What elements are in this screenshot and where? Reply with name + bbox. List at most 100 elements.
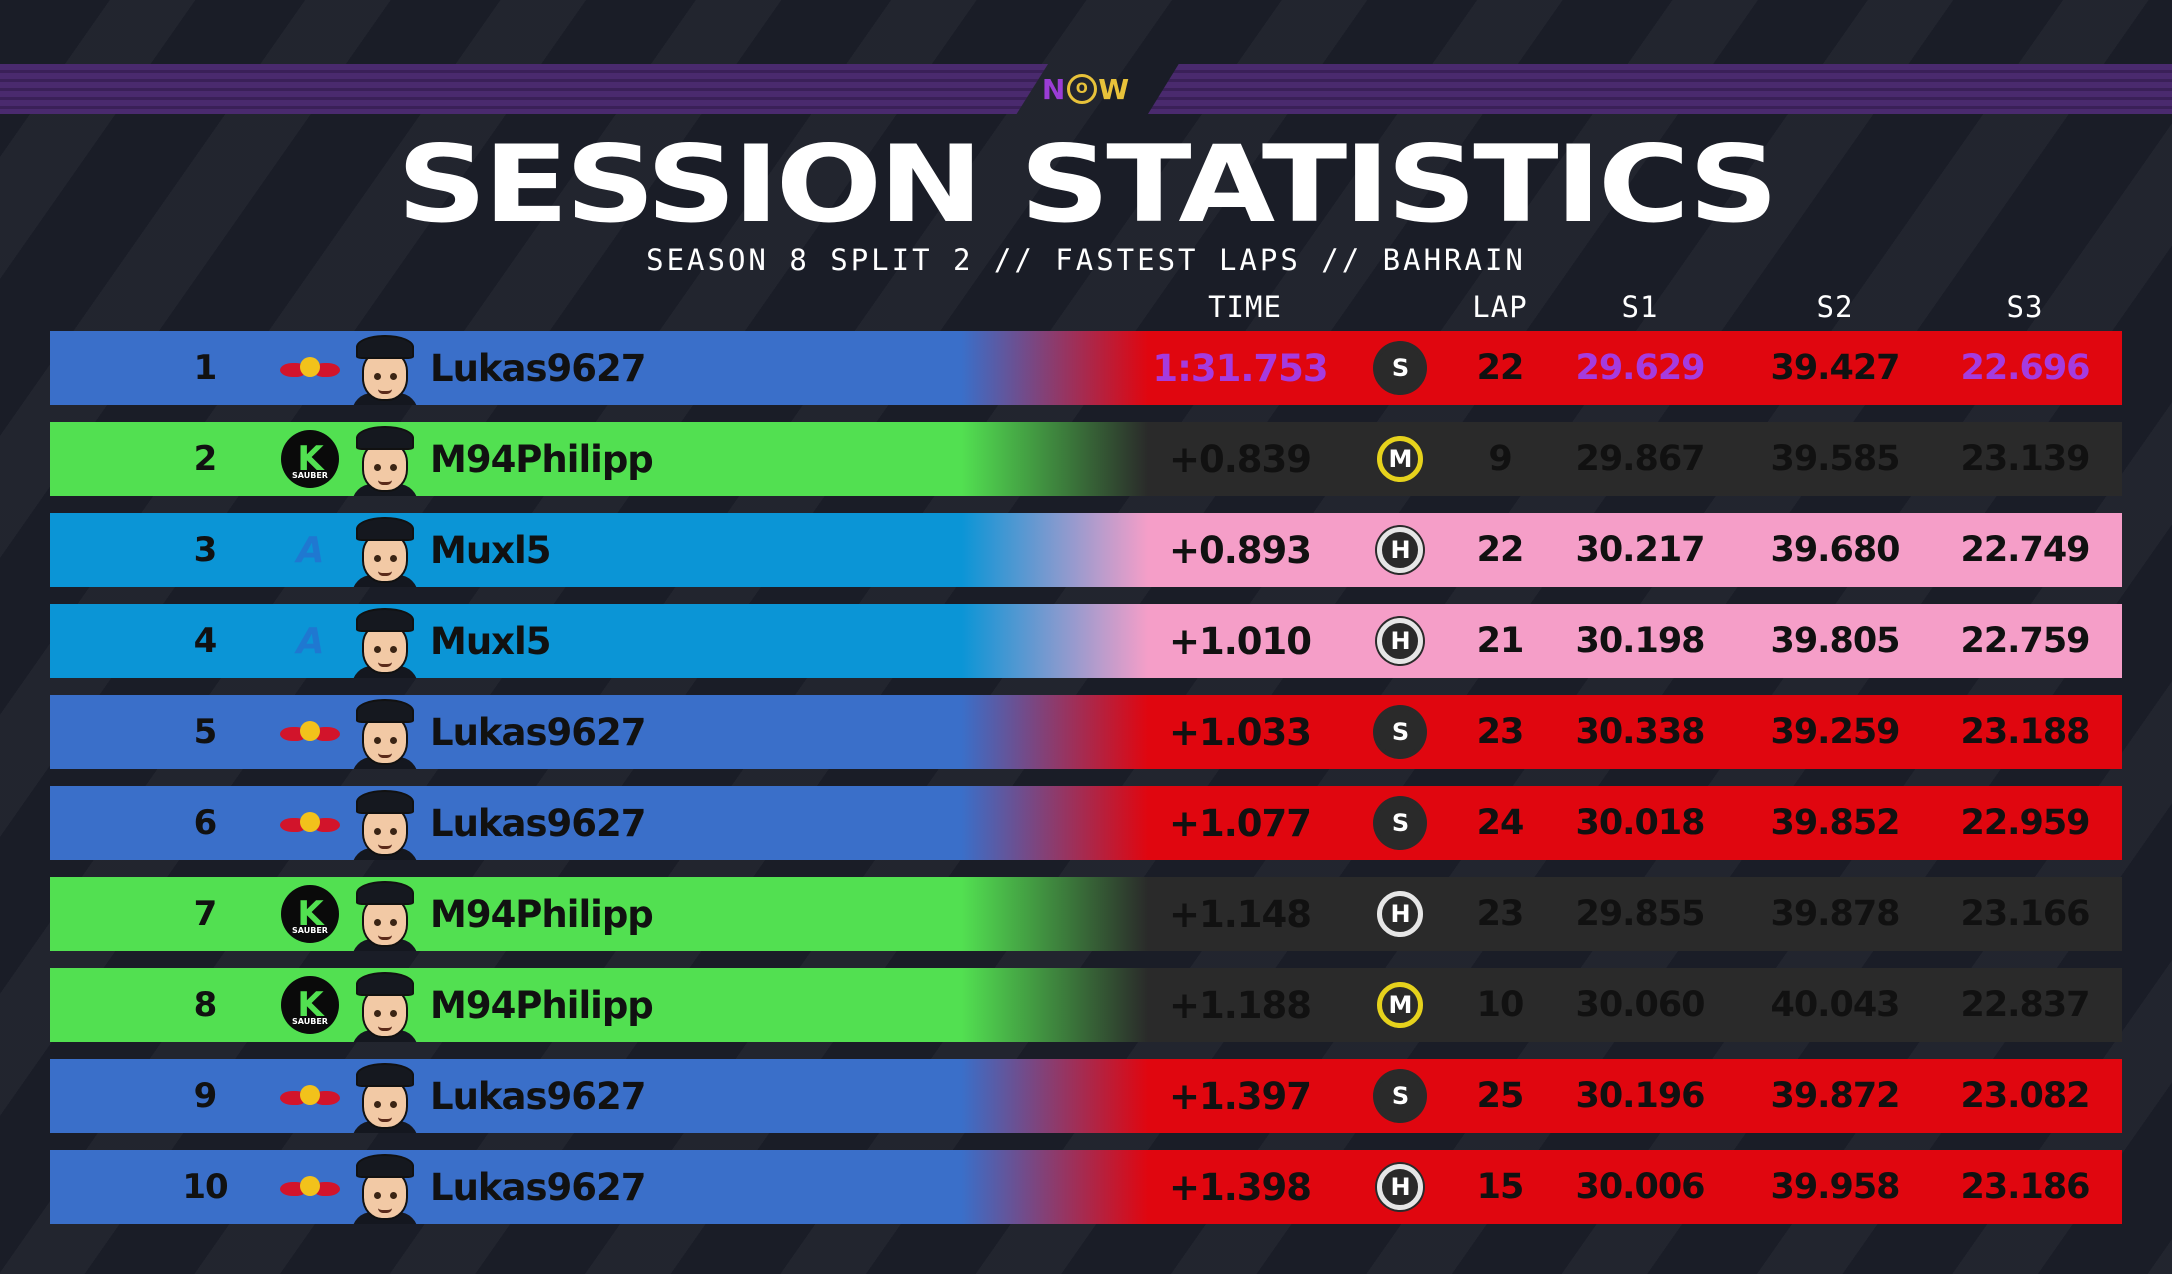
position-number: 10	[182, 1167, 228, 1207]
tyre-badge: M	[1377, 436, 1423, 482]
driver-avatar	[320, 695, 450, 769]
red-bull-logo	[250, 331, 370, 405]
kick-sauber-logo: K SAUBER	[250, 968, 370, 1042]
tyre-badge: H	[1377, 891, 1423, 937]
driver-name: Muxl5	[430, 528, 551, 572]
sector-1-time: 29.629	[1575, 348, 1705, 388]
sector-3-time: 22.759	[1960, 621, 2090, 661]
table-row: 4 A Muxl5 +1.010 H 21 30.198 39.805 22.759	[50, 604, 2122, 678]
sector-2-time: 39.958	[1770, 1167, 1900, 1207]
driver-avatar	[320, 1059, 450, 1133]
red-bull-logo	[250, 786, 370, 860]
sector-2-time: 39.427	[1770, 348, 1900, 388]
kick-sauber-logo: K SAUBER	[250, 422, 370, 496]
red-bull-logo	[250, 695, 370, 769]
lap-time: +1.398	[1168, 1165, 1312, 1209]
table-row: 3 A Muxl5 +0.893 H 22 30.217 39.680 22.749	[50, 513, 2122, 587]
lap-number: 15	[1476, 1167, 1525, 1207]
sector-2-time: 39.872	[1770, 1076, 1900, 1116]
tyre-compound-icon: M	[1360, 968, 1440, 1042]
position-number: 2	[193, 439, 218, 479]
position-number: 7	[193, 894, 218, 934]
sector-1-time: 30.018	[1575, 803, 1705, 843]
sector-2-time: 39.805	[1770, 621, 1900, 661]
driver-avatar	[320, 968, 450, 1042]
lap-number: 10	[1476, 985, 1525, 1025]
sector-3-time: 22.959	[1960, 803, 2090, 843]
lap-time: +0.893	[1168, 528, 1312, 572]
driver-avatar	[320, 513, 450, 587]
lap-number: 24	[1476, 803, 1525, 843]
tyre-compound-icon: M	[1360, 422, 1440, 496]
kick-sauber-logo: K SAUBER	[250, 877, 370, 951]
position-number: 1	[193, 348, 218, 388]
sector-3-time: 23.139	[1960, 439, 2090, 479]
tyre-badge: S	[1377, 709, 1423, 755]
column-header-s2: S2	[1816, 290, 1854, 324]
sector-3-time: 22.696	[1960, 348, 2090, 388]
logo-letter-w: W	[1098, 72, 1131, 106]
lap-number: 22	[1476, 530, 1525, 570]
sector-3-time: 23.186	[1960, 1167, 2090, 1207]
tyre-badge: H	[1377, 527, 1423, 573]
lap-number: 9	[1488, 439, 1512, 479]
lap-number: 25	[1476, 1076, 1525, 1116]
sector-3-time: 23.166	[1960, 894, 2090, 934]
column-header-s1: S1	[1621, 290, 1659, 324]
tyre-compound-icon: H	[1360, 877, 1440, 951]
position-number: 9	[193, 1076, 218, 1116]
sector-3-time: 23.082	[1960, 1076, 2090, 1116]
lap-time: +1.077	[1168, 801, 1312, 845]
sector-1-time: 30.060	[1575, 985, 1705, 1025]
driver-name: M94Philipp	[430, 983, 654, 1027]
tyre-compound-icon: H	[1360, 604, 1440, 678]
driver-name: M94Philipp	[430, 892, 654, 936]
sector-2-time: 39.852	[1770, 803, 1900, 843]
lap-number: 23	[1476, 712, 1525, 752]
tyre-compound-icon: H	[1360, 1150, 1440, 1224]
table-row: 7 K SAUBER M94Philipp +1.148 H 23 29.855 39.878 2…	[50, 877, 2122, 951]
page-title: SESSION STATISTICS	[396, 123, 1779, 246]
driver-name: M94Philipp	[430, 437, 654, 481]
driver-name: Lukas9627	[430, 710, 647, 754]
position-number: 5	[193, 712, 218, 752]
table-row: 8 K SAUBER M94Philipp +1.188 M 10 30.060 40.043 2…	[50, 968, 2122, 1042]
sector-3-time: 22.749	[1960, 530, 2090, 570]
red-bull-logo	[250, 1059, 370, 1133]
tyre-badge: M	[1377, 982, 1423, 1028]
driver-avatar	[320, 1150, 450, 1224]
lap-time: +1.148	[1168, 892, 1312, 936]
lap-number: 22	[1476, 348, 1525, 388]
sector-1-time: 30.006	[1575, 1167, 1705, 1207]
header-band-right	[1148, 64, 2172, 114]
position-number: 4	[193, 621, 218, 661]
logo-letter-o: O	[1067, 74, 1098, 104]
driver-name: Lukas9627	[430, 346, 647, 390]
sector-3-time: 22.837	[1960, 985, 2090, 1025]
tyre-compound-icon: S	[1360, 786, 1440, 860]
sector-2-time: 40.043	[1770, 985, 1900, 1025]
table-row: 5 Lukas9627 +1.033 S 23 30.338 39.259 23.188	[50, 695, 2122, 769]
now-logo: N O W	[1040, 68, 1132, 110]
driver-avatar	[320, 877, 450, 951]
tyre-badge: H	[1377, 1164, 1423, 1210]
alpine-logo: A	[296, 529, 325, 571]
sector-1-time: 30.338	[1575, 712, 1705, 752]
lap-time: +1.397	[1168, 1074, 1312, 1118]
red-bull-logo	[250, 1150, 370, 1224]
driver-avatar	[320, 422, 450, 496]
sector-2-time: 39.585	[1770, 439, 1900, 479]
header-band-left	[0, 64, 1048, 114]
position-number: 8	[193, 985, 218, 1025]
lap-time: +1.010	[1168, 619, 1312, 663]
tyre-badge: S	[1377, 1073, 1423, 1119]
tyre-compound-icon: H	[1360, 513, 1440, 587]
driver-name: Muxl5	[430, 619, 551, 663]
driver-avatar	[320, 604, 450, 678]
column-header-time: TIME	[1208, 290, 1282, 324]
driver-avatar	[320, 331, 450, 405]
sector-3-time: 23.188	[1960, 712, 2090, 752]
sector-1-time: 30.196	[1575, 1076, 1705, 1116]
tyre-compound-icon: S	[1360, 331, 1440, 405]
logo-letter-n: N	[1041, 72, 1067, 106]
